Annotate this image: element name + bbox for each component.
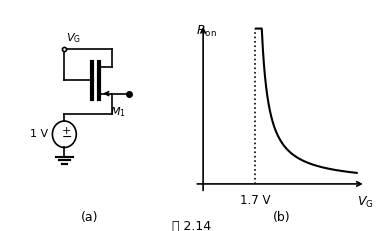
Text: −: −: [61, 131, 72, 144]
Text: $R_\mathrm{on}$: $R_\mathrm{on}$: [196, 24, 217, 39]
Text: $V_\mathrm{G}$: $V_\mathrm{G}$: [66, 31, 81, 45]
Text: (a): (a): [81, 211, 99, 224]
Text: $M_1$: $M_1$: [110, 105, 126, 119]
Text: 1.7 V: 1.7 V: [240, 194, 271, 207]
Text: (b): (b): [273, 211, 290, 224]
Text: 1 V: 1 V: [29, 129, 48, 139]
Text: +: +: [62, 126, 71, 136]
Text: $V_\mathrm{G}$: $V_\mathrm{G}$: [357, 195, 374, 210]
Text: 图 2.14: 图 2.14: [172, 220, 211, 231]
